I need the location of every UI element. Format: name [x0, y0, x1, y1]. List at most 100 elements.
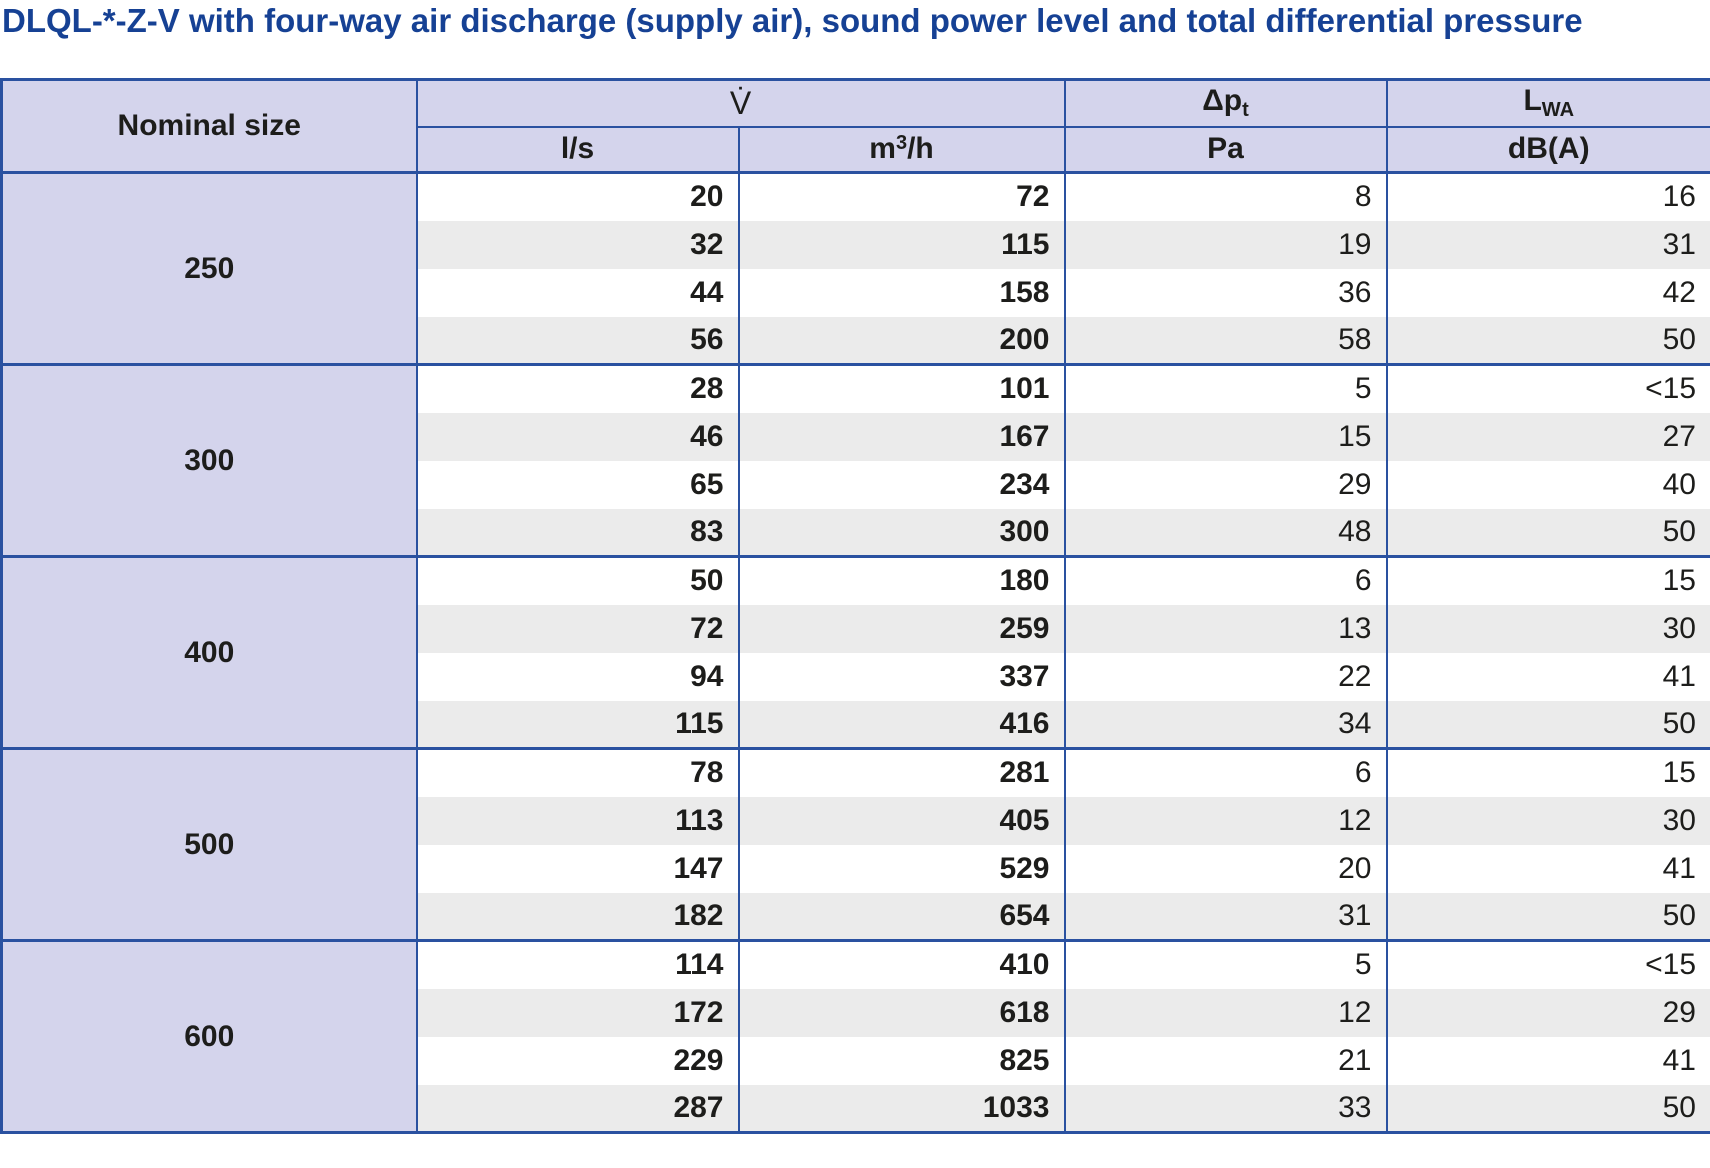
cell-pa: 15: [1063, 412, 1388, 461]
cell-ls: 50: [415, 555, 740, 605]
header-unit-m3h: m3/h: [737, 125, 1066, 174]
cell-pa: 5: [1063, 939, 1388, 989]
cell-dba: <15: [1385, 939, 1710, 989]
cell-m3h: 281: [737, 747, 1066, 797]
cell-dba: 31: [1385, 220, 1710, 269]
cell-dba: 15: [1385, 555, 1710, 605]
table-row: 115 416 34 50: [2, 700, 1710, 749]
nominal-size-300: 300: [0, 363, 418, 557]
cell-pa: 13: [1063, 604, 1388, 653]
table-row: 500 78 281 6 15: [0, 747, 1710, 941]
table-row: 287 1033 33 50: [2, 1084, 1710, 1133]
table-row: 172 618 12 29: [2, 988, 1710, 1037]
cell-pa: 33: [1063, 1084, 1388, 1133]
cell-ls: 229: [415, 1036, 740, 1085]
table-row: 32 115 19 31: [2, 220, 1710, 269]
cell-ls: 182: [415, 892, 740, 941]
cell-dba: 41: [1385, 652, 1710, 701]
header-row-symbols: Nominal size V̇ Δpt LWA: [0, 78, 1710, 174]
cell-m3h: 180: [737, 555, 1066, 605]
cell-m3h: 410: [737, 939, 1066, 989]
cell-dba: 40: [1385, 460, 1710, 509]
cell-pa: 19: [1063, 220, 1388, 269]
header-nominal-size: Nominal size: [0, 78, 418, 174]
header-volume-flow: V̇: [415, 78, 1066, 128]
cell-pa: 36: [1063, 268, 1388, 317]
cell-dba: 50: [1385, 1084, 1710, 1133]
table-row: 56 200 58 50: [2, 316, 1710, 365]
table-row: 229 825 21 41: [2, 1036, 1710, 1085]
lwa-subscript: WA: [1541, 99, 1575, 122]
table-row: 300 28 101 5 <15: [0, 363, 1710, 557]
header-unit-pa: Pa: [1063, 125, 1388, 174]
cell-m3h: 405: [737, 796, 1066, 845]
delta-p-symbol: Δp: [1202, 84, 1243, 118]
cell-ls: 72: [415, 604, 740, 653]
cell-dba: 15: [1385, 747, 1710, 797]
nominal-size-250: 250: [0, 171, 418, 365]
cell-dba: 30: [1385, 604, 1710, 653]
cell-dba: 50: [1385, 700, 1710, 749]
header-row-units: l/s m3/h Pa dB(A): [2, 125, 1710, 174]
page-title: DLQL-*-Z-V with four-way air discharge (…: [2, 2, 1583, 39]
table-row: 72 259 13 30: [2, 604, 1710, 653]
table-row: 147 529 20 41: [2, 844, 1710, 893]
table-body: 250 20 72 8 16 32 115 19 31 44 158 36 42…: [0, 171, 1710, 1133]
nominal-size-600: 600: [0, 939, 418, 1133]
m3h-rest: /h: [907, 132, 934, 166]
cell-pa: 34: [1063, 700, 1388, 749]
cell-pa: 58: [1063, 316, 1388, 365]
cell-ls: 172: [415, 988, 740, 1037]
cell-pa: 5: [1063, 363, 1388, 413]
table-row: 182 654 31 50: [2, 892, 1710, 941]
table-row: 94 337 22 41: [2, 652, 1710, 701]
cell-ls: 78: [415, 747, 740, 797]
table-row: 113 405 12 30: [2, 796, 1710, 845]
cell-m3h: 337: [737, 652, 1066, 701]
nominal-size-400: 400: [0, 555, 418, 749]
cell-m3h: 101: [737, 363, 1066, 413]
cell-dba: 16: [1385, 171, 1710, 221]
cell-ls: 147: [415, 844, 740, 893]
cell-pa: 20: [1063, 844, 1388, 893]
cell-m3h: 825: [737, 1036, 1066, 1085]
cell-pa: 29: [1063, 460, 1388, 509]
cell-pa: 8: [1063, 171, 1388, 221]
cell-m3h: 416: [737, 700, 1066, 749]
cell-dba: 41: [1385, 844, 1710, 893]
table-row: 250 20 72 8 16: [0, 171, 1710, 365]
cell-m3h: 1033: [737, 1084, 1066, 1133]
cell-ls: 287: [415, 1084, 740, 1133]
table-row: 600 114 410 5 <15: [0, 939, 1710, 1133]
cell-pa: 21: [1063, 1036, 1388, 1085]
cell-m3h: 234: [737, 460, 1066, 509]
cell-dba: <15: [1385, 363, 1710, 413]
delta-p-subscript: t: [1242, 99, 1249, 122]
table-row: 83 300 48 50: [2, 508, 1710, 557]
header-delta-p: Δpt: [1063, 78, 1388, 128]
cell-dba: 41: [1385, 1036, 1710, 1085]
cell-pa: 22: [1063, 652, 1388, 701]
cell-ls: 56: [415, 316, 740, 365]
cell-ls: 28: [415, 363, 740, 413]
table-row: 65 234 29 40: [2, 460, 1710, 509]
airflow-sound-pressure-table: Nominal size V̇ Δpt LWA l/s m3/h Pa dB(A…: [0, 78, 1710, 1134]
m3h-superscript: 3: [895, 132, 908, 155]
cell-dba: 50: [1385, 508, 1710, 557]
cell-m3h: 300: [737, 508, 1066, 557]
table-row: 46 167 15 27: [2, 412, 1710, 461]
cell-m3h: 654: [737, 892, 1066, 941]
nominal-size-500: 500: [0, 747, 418, 941]
cell-ls: 115: [415, 700, 740, 749]
m3h-base: m: [869, 132, 896, 166]
cell-m3h: 158: [737, 268, 1066, 317]
cell-m3h: 115: [737, 220, 1066, 269]
cell-m3h: 200: [737, 316, 1066, 365]
cell-dba: 42: [1385, 268, 1710, 317]
cell-ls: 65: [415, 460, 740, 509]
cell-pa: 6: [1063, 747, 1388, 797]
cell-pa: 12: [1063, 988, 1388, 1037]
cell-dba: 50: [1385, 316, 1710, 365]
cell-ls: 94: [415, 652, 740, 701]
